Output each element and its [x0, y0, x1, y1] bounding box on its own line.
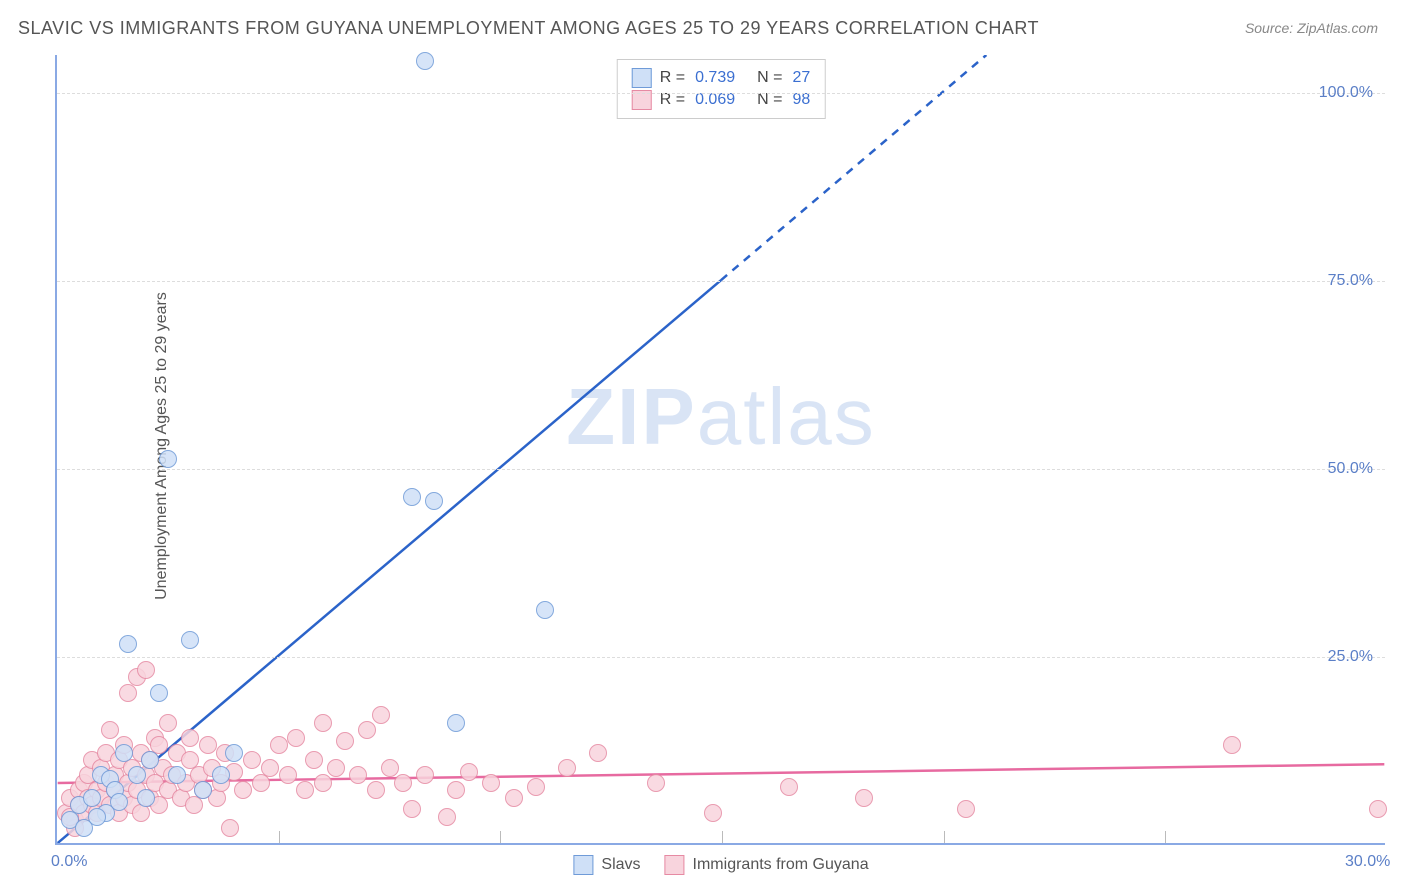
- legend-label: Slavs: [601, 856, 640, 874]
- data-point: [199, 736, 217, 754]
- data-point: [367, 781, 385, 799]
- gridline: [57, 93, 1385, 94]
- legend-item: Immigrants from Guyana: [665, 855, 869, 875]
- data-point: [212, 766, 230, 784]
- data-point: [181, 729, 199, 747]
- data-point: [416, 766, 434, 784]
- data-point: [1369, 800, 1387, 818]
- data-point: [88, 808, 106, 826]
- data-point: [83, 789, 101, 807]
- data-point: [704, 804, 722, 822]
- data-point: [1223, 736, 1241, 754]
- data-point: [305, 751, 323, 769]
- source-attribution: Source: ZipAtlas.com: [1245, 20, 1378, 36]
- data-point: [314, 774, 332, 792]
- chart-title: SLAVIC VS IMMIGRANTS FROM GUYANA UNEMPLO…: [18, 18, 1039, 39]
- data-point: [261, 759, 279, 777]
- scatter-chart: ZIPatlas R =0.739N =27R =0.069N =98 Slav…: [55, 55, 1385, 845]
- data-point: [558, 759, 576, 777]
- x-tick: [944, 831, 945, 843]
- data-point: [159, 450, 177, 468]
- data-point: [243, 751, 261, 769]
- data-point: [336, 732, 354, 750]
- data-point: [780, 778, 798, 796]
- r-value: 0.069: [695, 91, 735, 109]
- x-tick-label: 30.0%: [1345, 853, 1390, 871]
- series-legend: Slavs Immigrants from Guyana: [573, 855, 868, 875]
- data-point: [372, 706, 390, 724]
- data-point: [128, 766, 146, 784]
- data-point: [394, 774, 412, 792]
- series-swatch: [632, 68, 652, 88]
- legend-label: Immigrants from Guyana: [693, 856, 869, 874]
- watermark: ZIPatlas: [566, 371, 875, 463]
- gridline: [57, 657, 1385, 658]
- data-point: [225, 744, 243, 762]
- data-point: [647, 774, 665, 792]
- legend-swatch: [573, 855, 593, 875]
- data-point: [447, 714, 465, 732]
- x-tick: [279, 831, 280, 843]
- data-point: [159, 714, 177, 732]
- data-point: [349, 766, 367, 784]
- data-point: [221, 819, 239, 837]
- data-point: [447, 781, 465, 799]
- x-tick: [722, 831, 723, 843]
- data-point: [855, 789, 873, 807]
- data-point: [181, 631, 199, 649]
- y-tick-label: 100.0%: [1319, 84, 1373, 102]
- gridline: [57, 469, 1385, 470]
- data-point: [234, 781, 252, 799]
- data-point: [141, 751, 159, 769]
- x-tick: [500, 831, 501, 843]
- data-point: [527, 778, 545, 796]
- x-tick: [1165, 831, 1166, 843]
- data-point: [589, 744, 607, 762]
- data-point: [425, 492, 443, 510]
- r-value: 0.739: [695, 69, 735, 87]
- data-point: [314, 714, 332, 732]
- data-point: [381, 759, 399, 777]
- data-point: [137, 661, 155, 679]
- n-label: N =: [757, 91, 782, 109]
- data-point: [505, 789, 523, 807]
- n-value: 27: [792, 69, 810, 87]
- data-point: [416, 52, 434, 70]
- correlation-row: R = 0.739 N = 27: [632, 68, 811, 88]
- n-label: N =: [757, 69, 782, 87]
- gridline: [57, 281, 1385, 282]
- correlation-info-box: R = 0.739 N = 27 R = 0.069 N = 98: [617, 59, 826, 119]
- r-label: R =: [660, 91, 685, 109]
- data-point: [536, 601, 554, 619]
- data-point: [168, 766, 186, 784]
- data-point: [110, 793, 128, 811]
- data-point: [403, 800, 421, 818]
- legend-swatch: [665, 855, 685, 875]
- data-point: [150, 684, 168, 702]
- y-tick-label: 75.0%: [1328, 272, 1373, 290]
- data-point: [101, 721, 119, 739]
- data-point: [287, 729, 305, 747]
- y-tick-label: 50.0%: [1328, 460, 1373, 478]
- data-point: [194, 781, 212, 799]
- n-value: 98: [792, 91, 810, 109]
- data-point: [358, 721, 376, 739]
- legend-item: Slavs: [573, 855, 640, 875]
- r-label: R =: [660, 69, 685, 87]
- data-point: [279, 766, 297, 784]
- data-point: [403, 488, 421, 506]
- data-point: [296, 781, 314, 799]
- data-point: [119, 635, 137, 653]
- data-point: [137, 789, 155, 807]
- data-point: [115, 744, 133, 762]
- y-tick-label: 25.0%: [1328, 648, 1373, 666]
- data-point: [270, 736, 288, 754]
- x-tick-label: 0.0%: [51, 853, 87, 871]
- data-point: [957, 800, 975, 818]
- data-point: [438, 808, 456, 826]
- data-point: [482, 774, 500, 792]
- data-point: [327, 759, 345, 777]
- regression-lines: [57, 55, 1385, 843]
- data-point: [460, 763, 478, 781]
